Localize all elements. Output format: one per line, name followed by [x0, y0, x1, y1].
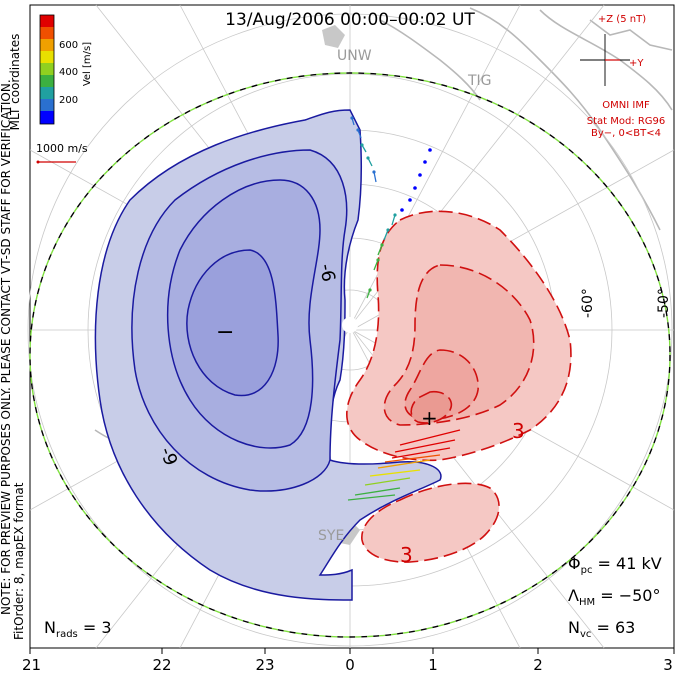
mlt-tick-label: 23 [255, 656, 274, 674]
station-label: UNW [337, 48, 372, 64]
pole-gap [342, 317, 358, 333]
latitude-label: -60° [580, 288, 596, 318]
mlt-tick-label: 3 [663, 656, 673, 674]
colorbar-tick: 400 [59, 67, 78, 78]
imf-condition-label: By−, 0<BT<4 [591, 128, 661, 139]
station-label: SYE [318, 528, 344, 544]
contour-label-positive: 3 [400, 543, 413, 567]
stat-model-label: Stat Mod: RG96 [587, 116, 666, 127]
potential-maximum-marker: + [421, 406, 438, 430]
stat-n-vc: Nvc = 63 [568, 618, 635, 640]
imf-z-label: +Z (5 nT) [598, 14, 646, 25]
mlt-tick-label: 0 [345, 656, 355, 674]
contour-label-positive: 3 [512, 419, 525, 443]
mlt-axis [29, 648, 675, 654]
velocity-vectors [347, 116, 461, 501]
land-patch [322, 25, 345, 48]
velocity-scale-label: 1000 m/s [36, 142, 88, 155]
heppner-maynard-boundary-green [29, 72, 671, 638]
velocity-colorbar [39, 14, 55, 125]
potential-minimum-marker: − [216, 320, 234, 345]
mlt-tick-label: 2 [533, 656, 543, 674]
station-label: TIG [467, 73, 492, 89]
mlt-tick-label: 21 [22, 656, 41, 674]
colorbar-tick: 200 [59, 95, 78, 106]
velocity-scale-dot [36, 160, 40, 164]
negative-potential-cell [94, 109, 442, 601]
latitude-label: -50° [656, 288, 672, 318]
stat-n-rads: Nrads = 3 [44, 618, 112, 640]
svg-text:Nvc = 63: Nvc = 63 [568, 618, 635, 640]
colorbar-tick: 600 [59, 40, 78, 51]
coordinate-system-label: MLT coordinates [8, 34, 22, 131]
contour-label-negative: -6 [315, 262, 339, 283]
map-title: 13/Aug/2006 00:00–00:02 UT [225, 10, 475, 30]
positive-potential-cell [346, 210, 572, 563]
imf-y-label: +Y [629, 58, 644, 69]
mlt-tick-label: 22 [152, 656, 171, 674]
colorbar-label: Vel [m/s] [82, 42, 93, 86]
svg-text:Nrads = 3: Nrads = 3 [44, 618, 112, 640]
mlt-tick-label: 1 [428, 656, 438, 674]
imf-clock-dial [580, 34, 630, 86]
fit-order-label: FitOrder: 8, mapEX format [12, 482, 26, 640]
preview-note: NOTE: FOR PREVIEW PURPOSES ONLY. PLEASE … [0, 79, 13, 615]
imf-source-label: OMNI IMF [602, 100, 650, 111]
